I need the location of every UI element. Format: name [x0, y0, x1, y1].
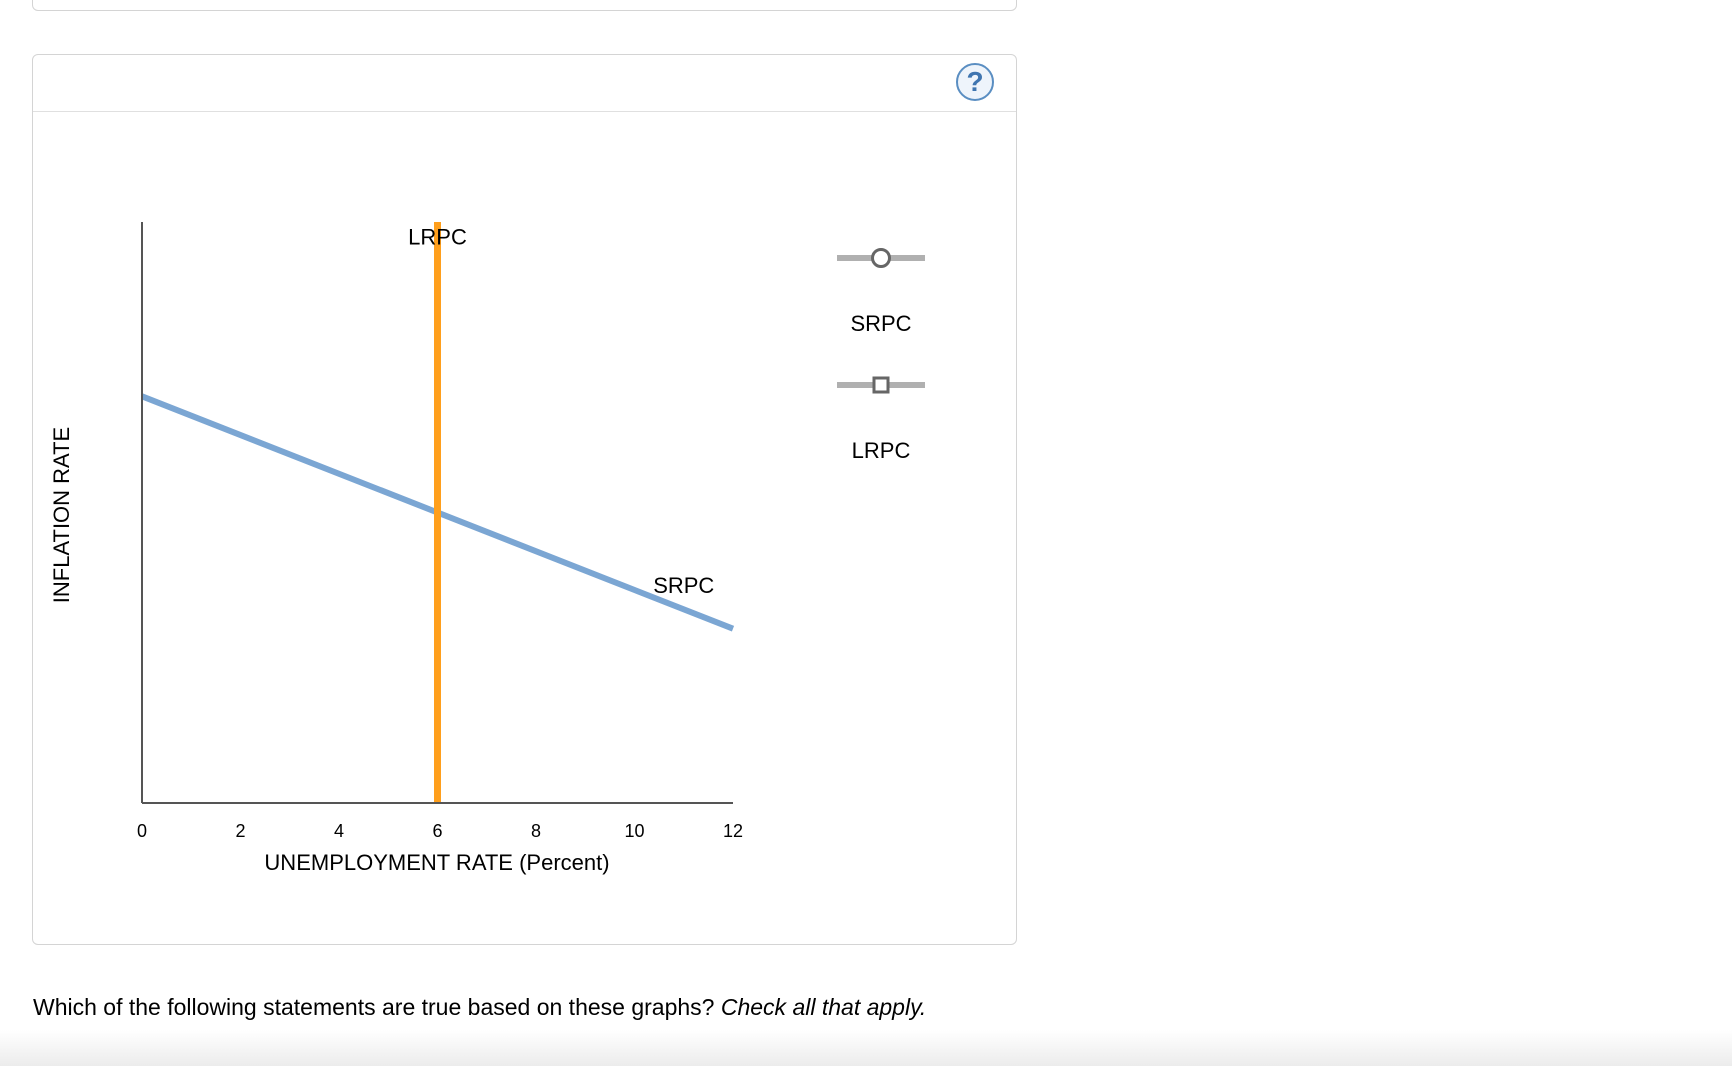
- legend-lrpc-label: LRPC: [852, 438, 911, 463]
- legend-srpc-tool[interactable]: SRPC: [837, 248, 925, 337]
- y-axis-label: INFLATION RATE: [49, 427, 74, 603]
- curve-label-lrpc: LRPC: [408, 225, 467, 250]
- question-prompt: Which of the following statements are tr…: [33, 994, 926, 1021]
- graph-panel: ? INFLATION RATE UNEMPLOYMENT RATE (Perc…: [32, 54, 1017, 945]
- x-tick-label: 4: [334, 821, 344, 841]
- x-tick-label: 0: [137, 821, 147, 841]
- question-emphasis: Check all that apply.: [720, 994, 927, 1020]
- panel-header: [33, 55, 1016, 112]
- x-tick-label: 2: [235, 821, 245, 841]
- circle-marker-icon: [871, 248, 891, 268]
- x-tick-label: 12: [723, 821, 743, 841]
- curve-label-srpc: SRPC: [653, 573, 714, 598]
- x-tick-label: 10: [624, 821, 644, 841]
- question-text: Which of the following statements are tr…: [33, 994, 715, 1020]
- legend-lrpc-tool[interactable]: LRPC: [837, 376, 925, 463]
- bottom-fade: [0, 1030, 1732, 1066]
- phillips-curve-chart: INFLATION RATE UNEMPLOYMENT RATE (Percen…: [49, 222, 925, 875]
- x-axis-label: UNEMPLOYMENT RATE (Percent): [264, 850, 609, 875]
- square-marker-icon: [872, 376, 890, 394]
- x-tick-label: 6: [432, 821, 442, 841]
- help-button[interactable]: ?: [956, 63, 994, 101]
- x-tick-label: 8: [531, 821, 541, 841]
- previous-panel: [32, 0, 1017, 11]
- legend-srpc-label: SRPC: [850, 311, 911, 336]
